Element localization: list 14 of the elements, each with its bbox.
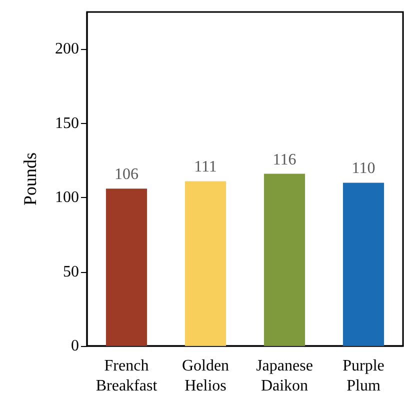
data-label: 106 (114, 166, 138, 184)
y-tick-label: 200 (55, 40, 79, 58)
y-tick-label: 0 (71, 338, 79, 354)
x-tick-label: Purple Plum (342, 358, 384, 394)
y-axis-title: Pounds (20, 152, 40, 206)
x-tick-label: French Breakfast (96, 358, 158, 394)
x-tick-label: Golden Helios (182, 358, 230, 394)
x-tick-label: Japanese Daikon (256, 358, 313, 394)
data-label: 110 (352, 160, 376, 178)
y-tick-label: 150 (55, 114, 79, 132)
data-label: 116 (272, 151, 296, 168)
data-label: 111 (194, 158, 217, 176)
y-tick-label: 100 (55, 189, 79, 206)
y-tick-label: 50 (63, 263, 79, 280)
